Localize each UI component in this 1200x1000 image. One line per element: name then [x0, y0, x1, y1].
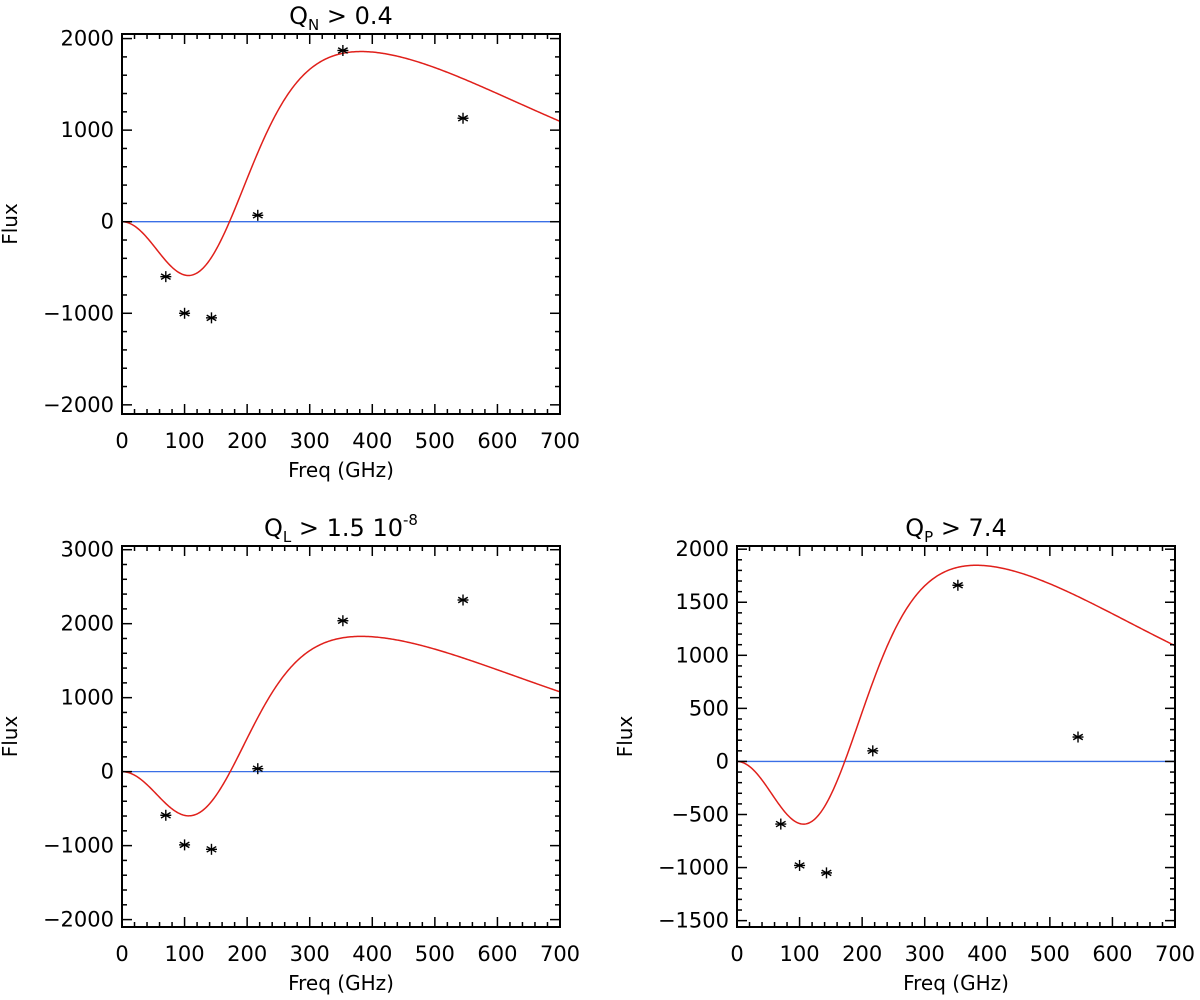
model-curve [121, 50, 561, 277]
data-point [179, 839, 191, 851]
plot-frame [121, 545, 561, 928]
x-tick-label: 0 [115, 942, 128, 966]
title-subscript: P [924, 528, 933, 546]
x-tick-label: 400 [352, 429, 392, 453]
title-symbol: Q [905, 514, 924, 542]
data-point [337, 615, 349, 627]
data-point [867, 745, 879, 757]
title-subscript: N [308, 16, 319, 34]
y-tick-label: −1500 [658, 909, 729, 933]
y-tick-label: 1000 [61, 686, 114, 710]
model-curve [121, 635, 561, 817]
y-tick-label: −1000 [658, 856, 729, 880]
title-symbol: Q [289, 2, 308, 30]
data-point [952, 579, 964, 591]
panel-q-l: 0 100 200 300 400 500 600 700 −2000 −1000 0 1000 200… [0, 511, 580, 995]
data-point [205, 843, 217, 855]
data-point [457, 594, 469, 606]
x-tick-label: 200 [227, 429, 267, 453]
y-tick-label: 2000 [61, 612, 114, 636]
data-point [820, 867, 832, 879]
y-tick-label: −1000 [43, 834, 114, 858]
plot-frame [121, 33, 561, 415]
y-tick-label: 2000 [61, 27, 114, 51]
x-tick-label: 600 [477, 429, 517, 453]
y-tick-label: 3000 [61, 538, 114, 562]
x-tick-label: 700 [540, 429, 580, 453]
data-point [160, 271, 172, 283]
y-tick-label: 0 [716, 749, 729, 773]
x-tick-label: 600 [477, 942, 517, 966]
y-tick-label: 0 [101, 210, 114, 234]
x-tick-label: 500 [415, 942, 455, 966]
x-axis-label: Freq (GHz) [288, 458, 394, 482]
x-tick-label: 0 [730, 942, 743, 966]
chart-title: QN > 0.4 [289, 2, 393, 34]
title-text: > 0.4 [319, 2, 393, 30]
model-curve [736, 564, 1176, 825]
y-tick-label: 500 [689, 696, 729, 720]
title-subscript: L [283, 528, 292, 546]
x-tick-label: 700 [540, 942, 580, 966]
x-tick-label: 500 [415, 429, 455, 453]
title-superscript: -8 [403, 511, 418, 529]
y-tick-label: 0 [101, 760, 114, 784]
y-tick-label: 1000 [676, 643, 729, 667]
y-axis-label: Flux [0, 716, 22, 758]
x-tick-label: 400 [352, 942, 392, 966]
data-point [252, 763, 264, 775]
x-tick-label: 0 [115, 429, 128, 453]
x-tick-label: 300 [290, 429, 330, 453]
data-point [160, 809, 172, 821]
y-axis-label: Flux [613, 716, 637, 758]
x-tick-label: 100 [165, 429, 205, 453]
y-tick-label: −2000 [43, 393, 114, 417]
title-text: > 1.5 10 [291, 514, 403, 542]
data-point [1072, 731, 1084, 743]
y-tick-label: −1000 [43, 301, 114, 325]
data-point [205, 312, 217, 324]
x-tick-label: 100 [780, 942, 820, 966]
chart-title: QL > 1.5 10-8 [264, 511, 418, 546]
plot-frame [736, 545, 1176, 928]
x-tick-label: 600 [1092, 942, 1132, 966]
y-tick-label: −500 [671, 803, 729, 827]
x-axis-label: Freq (GHz) [288, 971, 394, 995]
panel-q-p: 0 100 200 300 400 500 600 700 −1500 −1000 −500 0 500… [613, 514, 1195, 995]
data-point [179, 307, 191, 319]
x-tick-label: 500 [1030, 942, 1070, 966]
x-tick-label: 200 [227, 942, 267, 966]
x-tick-label: 100 [165, 942, 205, 966]
x-tick-label: 300 [290, 942, 330, 966]
data-point [775, 818, 787, 830]
title-symbol: Q [264, 514, 283, 542]
x-tick-label: 300 [905, 942, 945, 966]
y-tick-label: −2000 [43, 908, 114, 932]
data-point [794, 859, 806, 871]
y-axis-label: Flux [0, 203, 22, 245]
data-point [457, 112, 469, 124]
x-tick-label: 700 [1155, 942, 1195, 966]
x-tick-label: 400 [967, 942, 1007, 966]
title-text: > 7.4 [933, 514, 1007, 542]
data-point [337, 44, 349, 56]
y-tick-label: 2000 [676, 537, 729, 561]
x-tick-label: 200 [842, 942, 882, 966]
panel-q-n: 0 100 200 300 400 500 600 700 −2000 −1000 0 1000 200… [0, 2, 580, 482]
x-axis-label: Freq (GHz) [903, 971, 1009, 995]
data-point [252, 209, 264, 221]
y-tick-label: 1000 [61, 118, 114, 142]
y-tick-label: 1500 [676, 590, 729, 614]
chart-title: QP > 7.4 [905, 514, 1006, 546]
